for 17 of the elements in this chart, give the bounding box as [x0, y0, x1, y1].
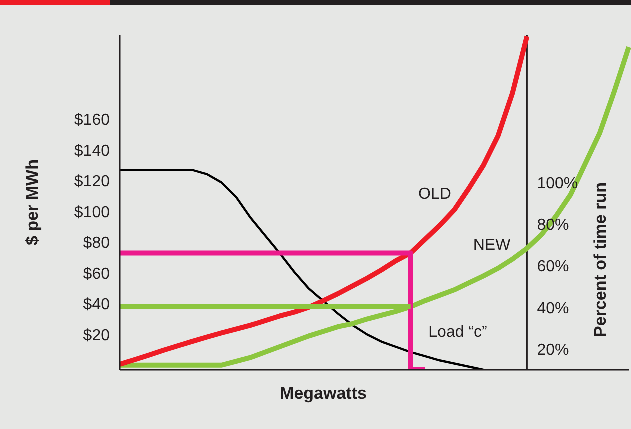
y-tick-label: $140 [74, 142, 110, 160]
y-tick-label: $160 [74, 112, 110, 130]
y2-tick-label: 40% [537, 300, 570, 318]
y2-axis-title: Percent of time run [591, 182, 611, 338]
y-axis-title: $ per MWh [23, 160, 42, 246]
y-tick-label: $20 [83, 327, 110, 344]
y-tick-label: $60 [83, 266, 110, 283]
y-tick-label: $40 [83, 296, 110, 314]
annotation: OLD [418, 186, 452, 204]
y2-tick-label: 60% [537, 258, 570, 276]
x-axis-title: Megawatts [279, 384, 368, 404]
y-tick-label: $120 [74, 174, 110, 191]
y-tick-label: $100 [74, 204, 110, 222]
annotation: NEW [473, 237, 511, 255]
y-tick-label: $80 [83, 235, 110, 252]
annotation: Load “c” [428, 324, 488, 342]
y2-tick-label: 20% [537, 342, 570, 359]
